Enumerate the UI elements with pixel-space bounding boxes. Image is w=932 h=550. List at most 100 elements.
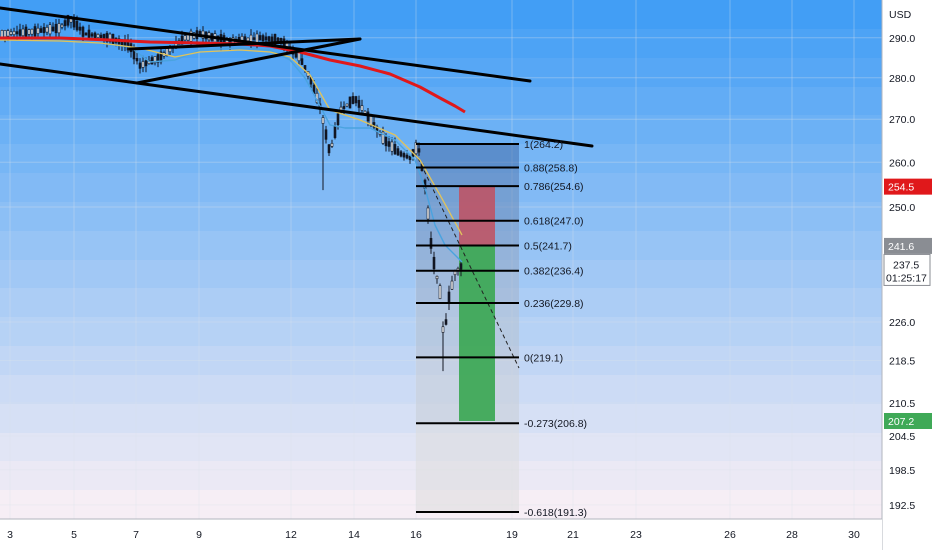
candle-body	[75, 20, 79, 31]
candle-body	[459, 263, 463, 270]
background-band	[0, 29, 882, 59]
fib-band	[416, 167, 519, 187]
candle-body	[60, 24, 64, 28]
candle-body	[144, 60, 148, 67]
y-tick-label: 226.0	[889, 317, 915, 329]
candle-body	[348, 96, 352, 109]
candle-body	[273, 33, 277, 45]
fib-level-label: -0.273(206.8)	[524, 418, 587, 430]
candle-body	[90, 33, 94, 37]
fib-level-label: 0.88(258.8)	[524, 163, 578, 175]
candle-body	[300, 58, 304, 65]
candle-body	[426, 207, 430, 220]
x-tick-label: 3	[7, 529, 13, 541]
candle-body	[447, 291, 451, 304]
candle-body	[93, 32, 97, 39]
candle-body	[138, 62, 142, 69]
projection-line	[417, 157, 520, 369]
candle-body	[24, 26, 28, 38]
candle-body	[183, 35, 187, 41]
x-tick-label: 12	[285, 529, 297, 541]
x-tick-label: 14	[348, 529, 360, 541]
ema-fast-line	[0, 37, 463, 263]
candle-body	[18, 29, 22, 36]
fib-level-label: 0(219.1)	[524, 352, 563, 364]
candle-body	[444, 319, 448, 325]
candle-body	[108, 33, 112, 42]
candle-body	[150, 57, 154, 65]
fib-level-label: -0.618(191.3)	[524, 507, 587, 519]
candle-body	[135, 57, 139, 62]
candle-body	[81, 26, 85, 37]
candle-body	[39, 28, 43, 33]
x-tick-label: 5	[71, 529, 77, 541]
price-tag-label: 241.6	[888, 241, 914, 253]
candle-body	[324, 129, 328, 140]
x-tick-label: 23	[630, 529, 642, 541]
candle-body	[405, 154, 409, 159]
candle-body	[96, 34, 100, 38]
take-profit-zone	[459, 245, 495, 421]
candle-body	[432, 256, 436, 270]
candle-body	[9, 31, 13, 35]
y-tick-label: 204.5	[889, 431, 915, 443]
fib-level-label: 0.618(247.0)	[524, 216, 584, 228]
candle-body	[3, 30, 7, 38]
candle-body	[27, 29, 31, 35]
candle-body	[267, 36, 271, 42]
candle-body	[450, 280, 454, 290]
y-tick-label: 280.0	[889, 73, 915, 85]
candle-body	[153, 56, 157, 64]
position-zones	[417, 157, 520, 421]
candle-body	[258, 35, 262, 41]
fib-level-label: 0.382(236.4)	[524, 266, 584, 278]
price-tag-gray	[884, 237, 932, 254]
y-tick-label: 210.5	[889, 398, 915, 410]
fib-band	[416, 423, 519, 512]
fib-level-label: 0.786(254.6)	[524, 181, 584, 193]
candle-body	[42, 27, 46, 34]
background-band	[0, 115, 882, 145]
candle-body	[390, 141, 394, 152]
candle-body	[246, 37, 250, 42]
trendline-lower	[0, 62, 594, 148]
candle-body	[156, 54, 160, 63]
y-tick-label: 192.5	[889, 500, 915, 512]
candle-body	[66, 14, 70, 26]
y-tick-label: 290.0	[889, 33, 915, 45]
candle-body	[297, 52, 301, 62]
candle-body	[321, 117, 325, 124]
candle-body	[381, 131, 385, 144]
x-tick-label: 19	[506, 529, 518, 541]
candle-body	[36, 27, 40, 34]
candle-body	[84, 32, 88, 36]
candle-body	[189, 30, 193, 42]
candle-body	[396, 148, 400, 156]
candle-body	[78, 26, 82, 31]
currency-label: USD	[889, 9, 912, 21]
wedge-line-top	[128, 37, 362, 51]
candle-body	[6, 30, 10, 37]
candle-body	[99, 34, 103, 39]
candle-body	[402, 153, 406, 158]
candle-body	[33, 26, 37, 37]
x-tick-label: 30	[848, 529, 860, 541]
fib-labels: 1(264.2) 0.88(258.8) 0.786(254.6) 0.618(247…	[524, 139, 587, 519]
background-band	[0, 0, 882, 30]
price-tag-red	[884, 178, 932, 195]
candle-body	[327, 144, 331, 154]
fib-band	[416, 144, 519, 168]
x-tick-label: 16	[410, 529, 422, 541]
candle-body	[264, 36, 268, 41]
y-tick-label: 218.5	[889, 355, 915, 367]
candle-body	[393, 144, 397, 155]
fib-level-label: 1(264.2)	[524, 139, 563, 151]
candle-body	[357, 99, 361, 108]
candle-body	[30, 28, 34, 35]
candle-body	[342, 106, 346, 109]
y-tick-label: 250.0	[889, 202, 915, 214]
candle-body	[57, 23, 61, 34]
trendlines	[0, 6, 594, 148]
